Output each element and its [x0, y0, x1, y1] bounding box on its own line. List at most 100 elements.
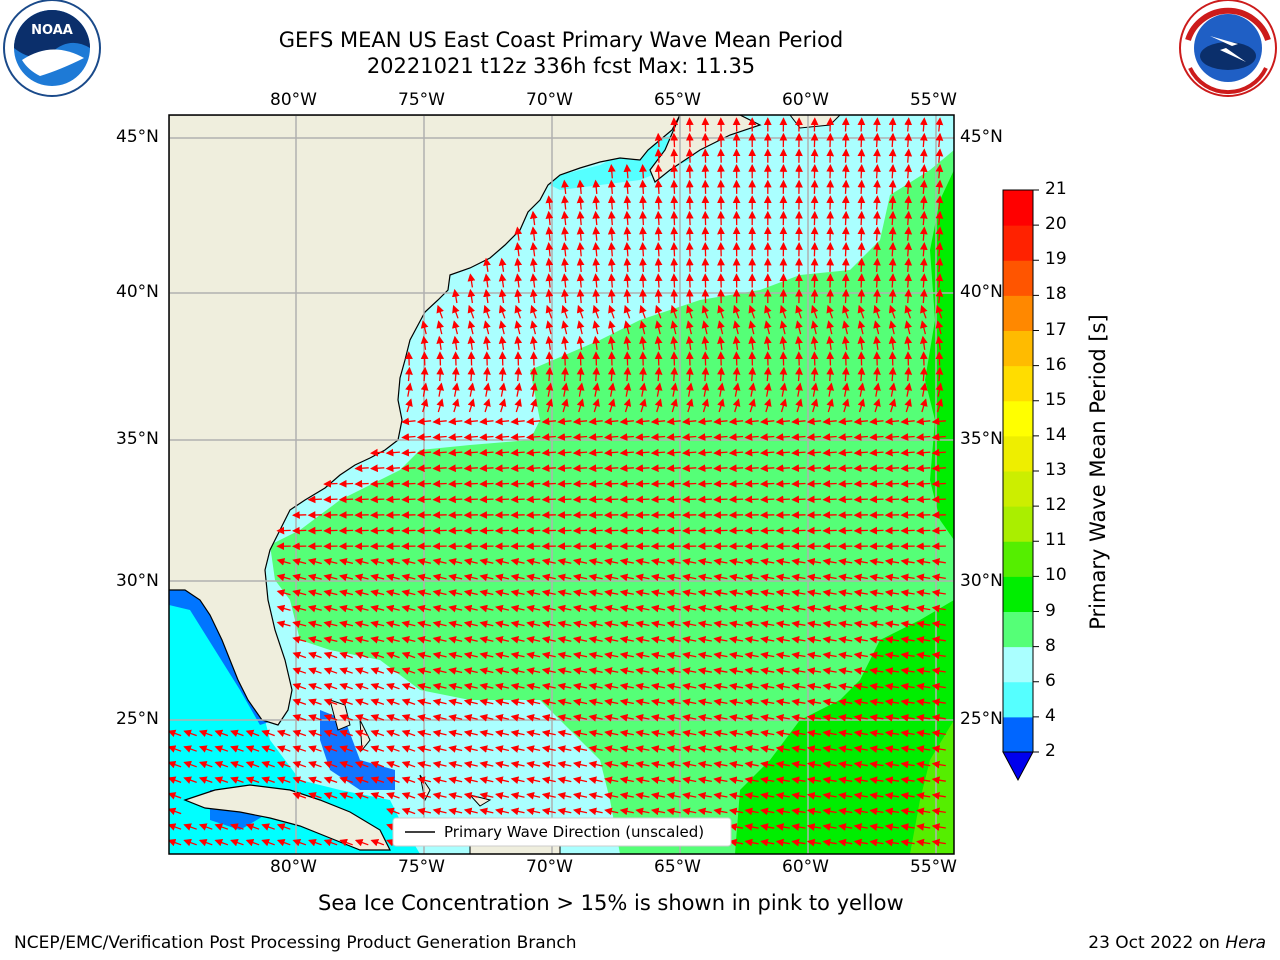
wave-arrow	[432, 573, 447, 582]
wave-arrow	[416, 479, 432, 488]
wave-arrow	[654, 132, 663, 148]
wave-arrow	[370, 589, 385, 597]
wave-arrow	[838, 620, 853, 629]
wave-arrow	[401, 417, 416, 426]
wave-arrow	[635, 589, 650, 597]
wave-arrow	[526, 448, 541, 457]
wave-arrow	[842, 304, 850, 319]
wave-arrow	[607, 164, 616, 179]
wave-arrow	[728, 479, 744, 488]
wave-arrow	[420, 366, 429, 382]
wave-arrow	[841, 288, 850, 304]
wave-arrow	[795, 320, 803, 335]
wave-arrow	[561, 320, 569, 335]
wave-arrow	[467, 273, 476, 288]
wave-arrow	[888, 132, 897, 148]
wave-arrow	[338, 495, 354, 504]
wave-arrow	[763, 366, 772, 382]
map-area	[169, 115, 954, 854]
wave-arrow	[619, 479, 634, 488]
wave-arrow	[873, 257, 881, 272]
wave-arrow	[417, 651, 432, 660]
wave-arrow	[385, 636, 400, 644]
wave-arrow	[838, 573, 853, 582]
wave-arrow	[576, 366, 585, 382]
wave-arrow	[873, 117, 881, 132]
wave-arrow	[841, 210, 850, 226]
wave-arrow	[541, 417, 556, 426]
wave-arrow	[857, 210, 866, 226]
wave-arrow	[494, 448, 510, 457]
wave-arrow	[666, 464, 681, 473]
wave-arrow	[417, 620, 432, 628]
wave-arrow	[806, 479, 822, 488]
wave-arrow	[713, 448, 728, 457]
wave-arrow	[775, 589, 790, 597]
colorbar-segment	[1003, 576, 1033, 612]
wave-arrow	[639, 366, 647, 382]
wave-arrow	[604, 448, 619, 457]
colorbar-segment	[1003, 541, 1033, 577]
wave-arrow	[697, 495, 712, 504]
wave-arrow	[904, 210, 913, 226]
wave-arrow	[763, 382, 772, 397]
wave-arrow	[888, 195, 897, 210]
wave-arrow	[670, 179, 679, 194]
wave-arrow	[576, 304, 585, 319]
wave-arrow	[806, 464, 822, 473]
wave-arrow	[916, 464, 931, 473]
wave-arrow	[604, 667, 619, 675]
lon-label-top: 60°W	[782, 90, 829, 110]
chart-subtitle: 20221021 t12z 336h fcst Max: 11.35	[366, 54, 756, 78]
wave-arrow	[748, 382, 757, 397]
wave-arrow	[841, 257, 850, 272]
wave-arrow	[744, 557, 759, 566]
wave-arrow	[935, 242, 944, 257]
wave-arrow	[545, 242, 554, 257]
wave-arrow	[810, 304, 819, 319]
wave-arrow	[401, 479, 416, 488]
wave-arrow	[572, 667, 588, 675]
wave-arrow	[697, 573, 712, 582]
wave-arrow	[545, 366, 554, 382]
wave-arrow	[701, 366, 710, 382]
wave-arrow	[838, 557, 853, 566]
wave-arrow	[592, 210, 601, 226]
wave-arrow	[495, 636, 510, 644]
wave-arrow	[697, 433, 712, 441]
wave-arrow	[545, 226, 554, 241]
wave-arrow	[654, 398, 663, 413]
wave-arrow	[904, 366, 913, 382]
wave-arrow	[888, 257, 897, 272]
wave-arrow	[483, 382, 491, 397]
wave-arrow	[479, 448, 494, 457]
wave-arrow	[588, 635, 603, 644]
wave-arrow	[904, 288, 913, 304]
colorbar-segment	[1003, 716, 1033, 753]
wave-arrow	[479, 620, 494, 628]
lon-label-bottom: 60°W	[782, 857, 829, 877]
wave-arrow	[292, 651, 307, 660]
wave-arrow	[604, 635, 619, 644]
wave-arrow	[826, 398, 834, 413]
wave-arrow	[498, 398, 507, 413]
wave-arrow	[495, 620, 510, 628]
wave-arrow	[775, 635, 790, 644]
wave-arrow	[541, 620, 556, 629]
wave-arrow	[650, 464, 666, 473]
wave-arrow	[323, 589, 338, 597]
wave-arrow	[764, 398, 772, 413]
wave-arrow	[935, 117, 944, 132]
wave-arrow	[884, 479, 900, 488]
wave-arrow	[760, 635, 775, 644]
wave-arrow	[822, 604, 837, 613]
wave-arrow	[916, 604, 931, 613]
wave-arrow	[744, 635, 759, 644]
wave-arrow	[682, 635, 697, 644]
wave-arrow	[498, 320, 507, 335]
noaa-logo: NOAA	[3, 0, 101, 97]
wave-arrow	[432, 667, 447, 675]
wave-arrow	[623, 164, 632, 179]
wave-arrow	[619, 589, 634, 597]
wave-arrow	[701, 304, 710, 319]
